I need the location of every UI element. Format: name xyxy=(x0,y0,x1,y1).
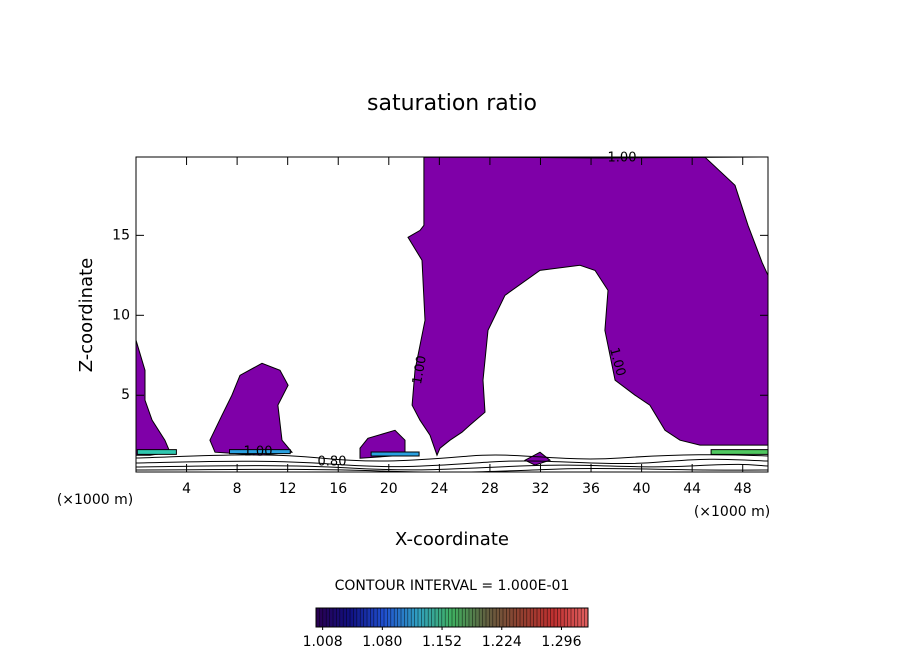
colorbar-tick-label: 1.296 xyxy=(541,634,581,650)
filled-region xyxy=(209,362,293,456)
contour-interval: CONTOUR INTERVAL = 1.000E-01 xyxy=(335,578,570,594)
filled-region xyxy=(524,451,552,466)
x-tick-label: 28 xyxy=(481,481,499,497)
x-tick-label: 36 xyxy=(582,481,600,497)
x-unit-label: (×1000 m) xyxy=(57,492,133,508)
x-axis-label: X-coordinate xyxy=(395,529,509,550)
filled-region xyxy=(710,449,768,455)
plot-frame xyxy=(135,156,769,473)
x-tick-label: 24 xyxy=(430,481,448,497)
x-tick-label: 48 xyxy=(734,481,752,497)
y-tick-label: 15 xyxy=(112,227,130,243)
colorbar-tick-label: 1.080 xyxy=(362,634,402,650)
x-tick-label: 16 xyxy=(329,481,347,497)
contour-line xyxy=(136,463,768,471)
colorbar-tick-label: 1.008 xyxy=(303,634,343,650)
plot-area xyxy=(136,157,768,466)
contour-label: 1.00 xyxy=(244,445,273,460)
contour-label: 1.00 xyxy=(410,354,430,385)
x-unit-label: (×1000 m) xyxy=(694,504,770,520)
y-tick-label: 10 xyxy=(112,307,130,323)
x-tick-label: 40 xyxy=(633,481,651,497)
x-tick-label: 44 xyxy=(683,481,701,497)
contour-label: 1.00 xyxy=(608,151,637,166)
filled-region xyxy=(136,449,177,455)
x-tick-label: 32 xyxy=(532,481,550,497)
x-tick-label: 4 xyxy=(182,481,191,497)
x-tick-label: 12 xyxy=(279,481,297,497)
contour-label: 0.80 xyxy=(318,455,347,470)
x-tick-label: 20 xyxy=(380,481,398,497)
contour-label: 1.00 xyxy=(606,346,628,378)
contour-line xyxy=(136,458,768,468)
filled-region xyxy=(136,340,171,456)
chart-title: saturation ratio xyxy=(367,91,537,116)
contour-line xyxy=(136,454,768,462)
colorbar-tick-label: 1.152 xyxy=(422,634,462,650)
filled-region xyxy=(229,449,291,455)
colorbar: 1.008 1.080 1.152 1.224 1.296 xyxy=(303,607,589,650)
filled-region xyxy=(359,429,406,459)
colorbar-tick-label: 1.224 xyxy=(482,634,522,650)
y-tick-label: 5 xyxy=(121,387,130,403)
filled-region xyxy=(407,157,768,457)
filled-region xyxy=(370,451,420,457)
y-axis-label: Z-coordinate xyxy=(76,258,97,373)
x-tick-label: 8 xyxy=(233,481,242,497)
